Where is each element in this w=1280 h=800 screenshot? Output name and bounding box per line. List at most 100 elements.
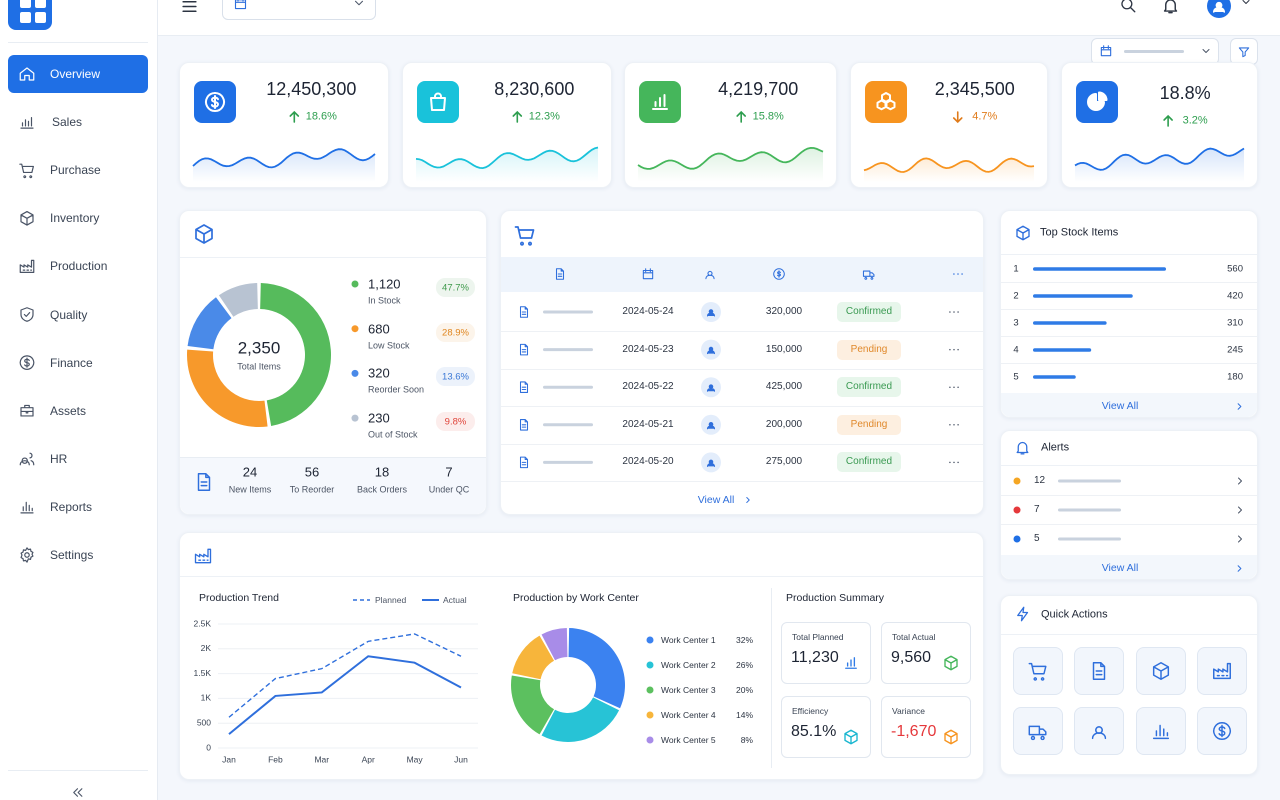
nav-label[interactable]: Reports: [50, 499, 93, 514]
stat-label: Under QC: [428, 484, 470, 495]
stock-value: 560: [1227, 263, 1243, 275]
legend-count: 320: [368, 365, 390, 381]
stock-value: 180: [1227, 371, 1243, 383]
legend-name: Out of Stock: [368, 429, 418, 440]
donut-total: 2,350: [237, 338, 281, 358]
view-all-link[interactable]: View All: [697, 493, 735, 506]
row-divider: [501, 368, 983, 370]
summary-box: [881, 696, 971, 758]
filter-button[interactable]: [1230, 38, 1258, 65]
nav-label[interactable]: Production: [50, 259, 108, 274]
rank: 2: [1013, 290, 1019, 302]
status-pill: [837, 452, 901, 473]
kpi-value: 12,450,300: [266, 79, 357, 99]
summary-box: [781, 622, 871, 684]
value-label: 8%: [740, 734, 753, 745]
legend-label: Work Center 4: [661, 709, 716, 720]
nav-label[interactable]: Finance: [50, 355, 93, 370]
kpi-change: 12.3%: [528, 110, 560, 123]
order-amount: 320,000: [765, 306, 803, 317]
stat-value: 18: [374, 464, 390, 480]
order-status: Pending: [850, 343, 888, 355]
legend-label: Planned: [375, 594, 407, 605]
alert-count: 12: [1034, 475, 1046, 486]
value-label: 32%: [735, 634, 753, 645]
quick-action[interactable]: [1197, 647, 1247, 695]
rank: 3: [1013, 317, 1019, 329]
legend-label: Work Center 5: [661, 734, 716, 745]
row-divider: [1001, 282, 1257, 283]
quick-action[interactable]: [1013, 707, 1063, 755]
summary-label: Variance: [892, 705, 925, 716]
card-divider: [180, 576, 983, 577]
summary-value: 11,230: [791, 649, 839, 666]
row-divider: [501, 331, 983, 332]
nav-label[interactable]: Purchase: [50, 163, 101, 178]
order-date: 2024-05-22: [622, 381, 674, 393]
percent-pill: [436, 322, 475, 342]
sidebar-divider: [8, 770, 148, 771]
nav-label[interactable]: Quality: [50, 307, 88, 322]
kpi-change: 18.6%: [305, 110, 337, 123]
summary-value: 9,560: [891, 649, 932, 666]
status-pill: [837, 414, 901, 435]
rank: 4: [1013, 344, 1019, 356]
kpi-change: 4.7%: [972, 110, 998, 123]
legend-name: In Stock: [368, 295, 401, 306]
order-date: 2024-05-24: [622, 306, 674, 317]
card-footer: [1001, 393, 1257, 417]
order-amount: 150,000: [765, 343, 803, 355]
kpi-change: 3.2%: [1182, 114, 1208, 127]
nav-label[interactable]: HR: [50, 451, 68, 466]
card-divider: [180, 257, 486, 258]
row-divider: [1001, 336, 1257, 337]
kpi-value: 8,230,600: [494, 79, 575, 99]
status-pill: [837, 302, 901, 322]
kpi-icon-box: [639, 81, 681, 123]
quick-action[interactable]: [1074, 647, 1124, 695]
stock-value: 245: [1227, 344, 1243, 356]
order-amount: 200,000: [765, 418, 803, 430]
alert-count: 7: [1034, 504, 1040, 515]
quick-action[interactable]: [1074, 707, 1124, 755]
workspace-select[interactable]: [222, 0, 376, 20]
quick-action[interactable]: [1013, 647, 1063, 695]
percent-label: 13.6%: [442, 371, 469, 383]
stat-value: 7: [445, 464, 453, 480]
row-divider: [1001, 363, 1257, 364]
summary-value: -1,670: [891, 723, 937, 740]
top-stock-card: [1000, 210, 1258, 418]
quick-action[interactable]: [1136, 647, 1186, 695]
view-all-link[interactable]: View All: [1101, 561, 1139, 574]
stat-label: New Items: [228, 484, 272, 495]
order-date: 2024-05-20: [622, 456, 674, 468]
view-all-link[interactable]: View All: [1101, 399, 1139, 412]
order-status: Pending: [850, 418, 888, 430]
row-divider: [501, 481, 983, 483]
legend-name: Reorder Soon: [368, 384, 425, 395]
nav-label[interactable]: Overview: [50, 67, 101, 81]
nav-label[interactable]: Sales: [52, 115, 83, 130]
nav-label[interactable]: Settings: [50, 548, 94, 562]
legend-label: Work Center 3: [661, 684, 716, 695]
nav-label[interactable]: Assets: [50, 403, 87, 418]
percent-pill: [436, 367, 475, 387]
alert-count: 5: [1034, 533, 1040, 544]
legend-name: Low Stock: [368, 340, 410, 351]
quick-action[interactable]: [1136, 707, 1186, 755]
value-label: 14%: [735, 709, 753, 720]
legend-label: Work Center 2: [661, 659, 716, 670]
stock-value: 310: [1227, 317, 1243, 329]
stat-label: Back Orders: [356, 484, 408, 495]
kpi-icon-box: [1076, 81, 1118, 123]
kpi-change: 15.8%: [752, 110, 784, 123]
nav-label[interactable]: Inventory: [50, 211, 100, 226]
inventory-stats: [180, 457, 486, 514]
quick-action[interactable]: [1197, 707, 1247, 755]
kpi-value: 4,219,700: [718, 79, 799, 99]
card-title: Top Stock Items: [1040, 226, 1119, 239]
percent-label: 28.9%: [442, 326, 469, 338]
row-divider: [501, 406, 983, 408]
kpi-value: 18.8%: [1159, 83, 1211, 103]
orders-header-row: [501, 257, 983, 292]
